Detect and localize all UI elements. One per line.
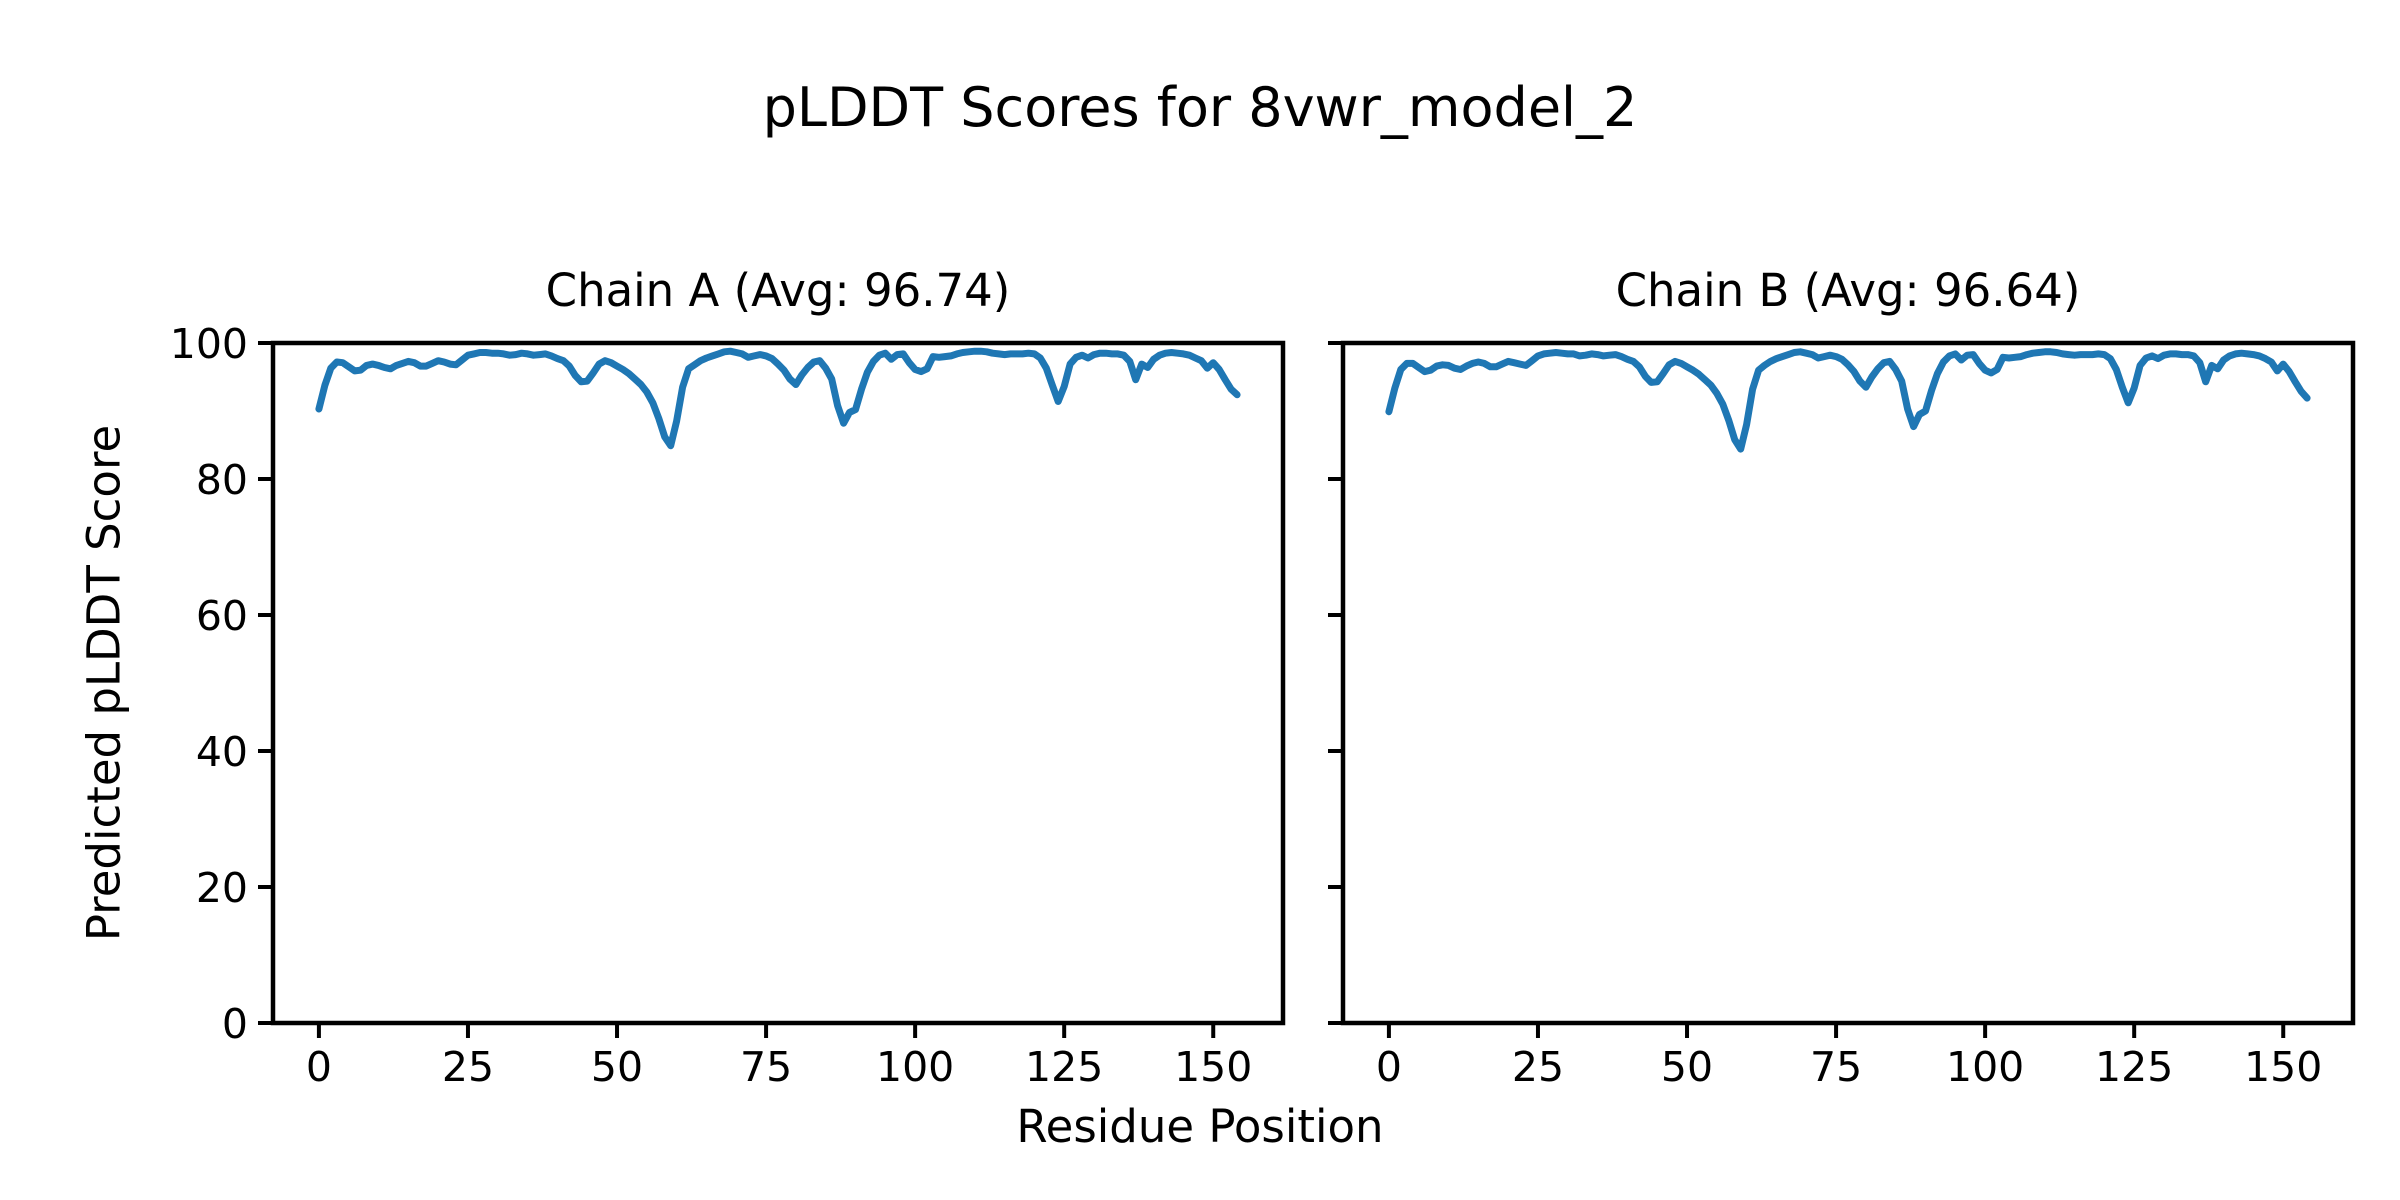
- x-tick-label: 150: [1174, 1043, 1252, 1091]
- x-tick-label: 0: [306, 1043, 332, 1091]
- x-tick-label: 100: [876, 1043, 954, 1091]
- x-tick-label: 25: [442, 1043, 494, 1091]
- y-tick-label: 0: [222, 1000, 248, 1048]
- chain-a-line-plot: 0 25 50 75 100 125 150 0 20 40 60 80 100: [170, 320, 1286, 1091]
- y-axis-label: Predicted pLDDT Score: [77, 424, 131, 942]
- x-axis-label: Residue Position: [1016, 1100, 1384, 1153]
- plddt-line-chain-a: [315, 347, 1241, 450]
- y-tick-label: 40: [196, 728, 248, 776]
- chain-b-subplot-title: Chain B (Avg: 96.64): [1615, 264, 2081, 317]
- plddt-line-chain-b: [1385, 348, 2311, 453]
- plot-spines: [270, 340, 1286, 1026]
- x-tick-label: 75: [1810, 1043, 1862, 1091]
- plot-spines: [1340, 340, 2356, 1026]
- x-tick-label: 50: [591, 1043, 643, 1091]
- y-tick-label: 80: [196, 456, 248, 504]
- figure-title: pLDDT Scores for 8vwr_model_2: [762, 76, 1638, 139]
- y-tick-label: 100: [170, 320, 248, 368]
- x-tick-label: 0: [1376, 1043, 1402, 1091]
- x-tick-label: 50: [1661, 1043, 1713, 1091]
- chain-a-subplot-title: Chain A (Avg: 96.74): [545, 264, 1011, 317]
- x-tick-label: 150: [2244, 1043, 2322, 1091]
- x-tick-label: 125: [1025, 1043, 1103, 1091]
- x-tick-label: 100: [1946, 1043, 2024, 1091]
- y-tick-label: 60: [196, 592, 248, 640]
- x-tick-label: 75: [740, 1043, 792, 1091]
- y-tick-label: 20: [196, 864, 248, 912]
- chain-b-line-plot: 0 25 50 75 100 125 150: [1328, 340, 2356, 1091]
- x-tick-label: 25: [1512, 1043, 1564, 1091]
- x-tick-label: 125: [2095, 1043, 2173, 1091]
